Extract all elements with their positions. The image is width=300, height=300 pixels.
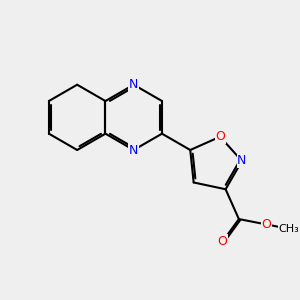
Text: N: N: [237, 154, 247, 167]
Text: O: O: [218, 235, 227, 248]
Text: O: O: [215, 130, 225, 143]
Text: CH₃: CH₃: [278, 224, 299, 234]
Text: O: O: [261, 218, 271, 231]
Text: N: N: [129, 143, 138, 157]
Text: N: N: [129, 78, 138, 91]
